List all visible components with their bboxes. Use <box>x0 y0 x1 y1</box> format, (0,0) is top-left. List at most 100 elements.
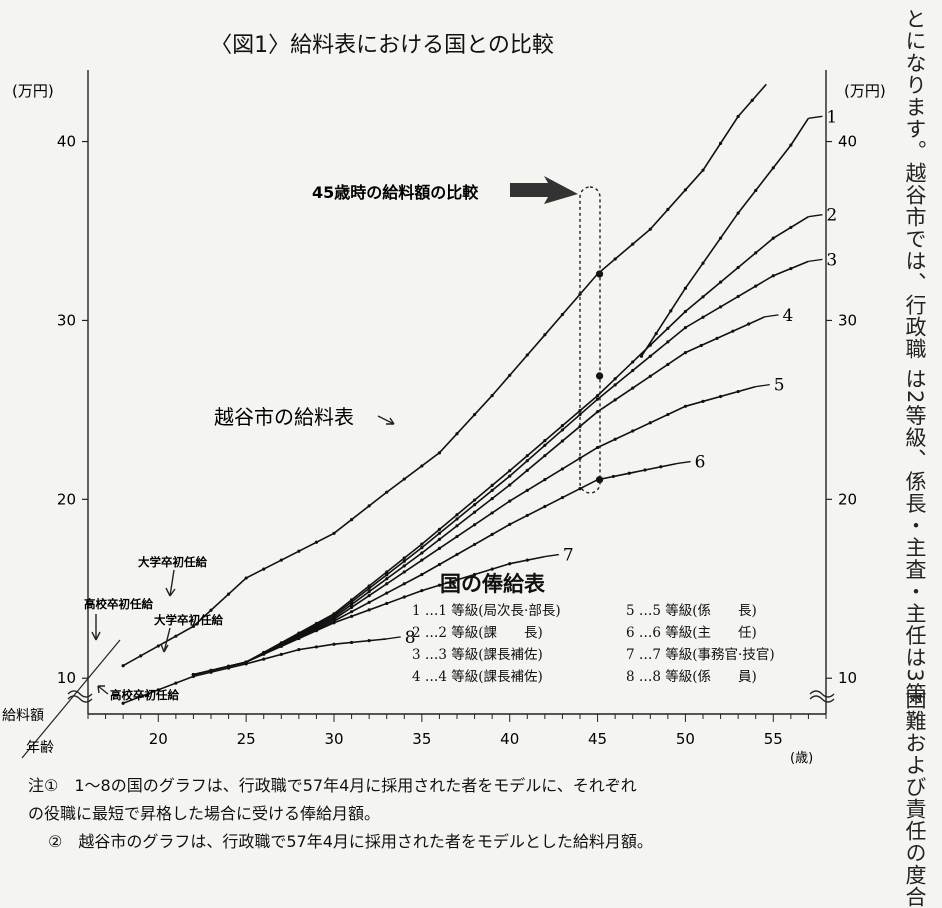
corner-diagonal <box>21 639 121 759</box>
series-point <box>613 383 617 387</box>
series-point <box>718 394 723 399</box>
series-point <box>754 284 758 288</box>
y-tick-label-right: 40 <box>838 133 857 151</box>
series-leader <box>808 115 823 119</box>
series-label-3: 3 <box>826 250 837 270</box>
series-point <box>771 236 775 240</box>
series-label-4: 4 <box>783 306 794 326</box>
series-point <box>508 522 512 526</box>
series-point <box>508 474 512 478</box>
series-point <box>701 315 705 319</box>
series-point <box>543 454 547 458</box>
series-point <box>191 624 196 628</box>
series-leader <box>755 383 770 388</box>
series-point <box>754 188 758 193</box>
series-point <box>701 295 705 299</box>
legend-item-1: 1 …1 等級(局次長·部長) <box>412 603 561 619</box>
series-point <box>420 464 424 468</box>
series-point <box>736 389 740 394</box>
series-point <box>666 207 670 212</box>
series-point <box>279 652 283 656</box>
series-point <box>367 608 371 612</box>
series-point <box>490 483 494 487</box>
side-text-column-1: とになります。越谷市では、行政職 <box>903 8 927 360</box>
series-point <box>420 572 424 577</box>
series-label-1: 1 <box>826 107 837 127</box>
legend-item-6: 6 …6 等級(主 任) <box>626 625 757 641</box>
y-tick-label-left: 10 <box>57 669 76 687</box>
series-point <box>613 257 617 261</box>
series-point <box>508 499 512 503</box>
series-point <box>262 567 266 571</box>
series-point <box>420 588 424 593</box>
series-point <box>560 428 565 432</box>
series-point <box>613 437 617 441</box>
salary-comparison-chart: 〈図1〉給料表における国との比較 (万円) (万円) (歳) 給料額 年齢 20… <box>2 33 886 766</box>
series-point <box>420 542 424 546</box>
series-point <box>332 531 336 535</box>
series-point <box>402 556 406 560</box>
series-point <box>525 513 529 518</box>
series-point <box>402 559 406 563</box>
series-point <box>731 329 735 333</box>
series-point <box>156 644 160 648</box>
series-point <box>525 558 529 562</box>
series-point <box>472 510 477 514</box>
series-point <box>209 670 213 674</box>
series-line-越谷市の給料表 <box>122 83 767 667</box>
series-point <box>754 251 758 255</box>
series-point <box>508 373 512 377</box>
series-point <box>385 577 389 581</box>
series-point <box>226 666 231 670</box>
comparison-highlight <box>579 186 601 494</box>
series-point <box>666 412 670 417</box>
high-national-label: 高校卒初任給 <box>110 688 179 702</box>
high-national-arrow-icon <box>97 685 109 695</box>
series-point <box>736 294 740 299</box>
series-point <box>209 608 213 612</box>
series-point <box>543 439 547 443</box>
series-point <box>508 469 512 473</box>
series-point <box>455 578 459 582</box>
series-point <box>595 393 600 398</box>
series-point <box>560 424 565 428</box>
x-tick-label: 35 <box>412 730 431 748</box>
series-point <box>683 404 688 408</box>
series-point <box>420 551 424 555</box>
series-point <box>332 642 336 646</box>
series-point <box>648 374 652 378</box>
series-point <box>437 583 442 587</box>
series-point <box>262 657 266 661</box>
axis-break-left-icon <box>67 690 93 703</box>
series-point <box>560 467 565 471</box>
series-point <box>314 645 319 649</box>
series-label-7: 7 <box>563 546 574 566</box>
series-point <box>367 600 371 604</box>
highlight-point <box>595 476 604 484</box>
series-point <box>332 621 336 625</box>
y-tick-label-left: 40 <box>57 133 76 151</box>
series-line-8 <box>122 638 387 705</box>
series-point <box>666 340 670 344</box>
series-point <box>472 523 477 527</box>
series-point <box>156 688 160 692</box>
series-point <box>611 474 615 479</box>
legend-title: 国の俸給表 <box>440 572 545 596</box>
series-leader <box>808 258 823 263</box>
x-tick-label: 45 <box>588 730 607 748</box>
series-label-2: 2 <box>826 206 837 226</box>
series-point <box>578 424 582 428</box>
series-label-5: 5 <box>774 376 785 396</box>
y-unit-left: (万円) <box>12 82 54 100</box>
side-text-column-3: 困難および責任の度合 <box>903 688 927 908</box>
series-point <box>648 343 652 347</box>
univ-national-arrow-icon <box>160 627 171 653</box>
y-unit-right: (万円) <box>844 82 886 100</box>
x-unit: (歳) <box>790 751 813 766</box>
series-point <box>490 393 494 398</box>
series-point <box>631 386 635 390</box>
series-point <box>490 497 494 501</box>
series-point <box>367 584 371 588</box>
series-point <box>701 168 705 172</box>
series-point <box>648 354 652 358</box>
